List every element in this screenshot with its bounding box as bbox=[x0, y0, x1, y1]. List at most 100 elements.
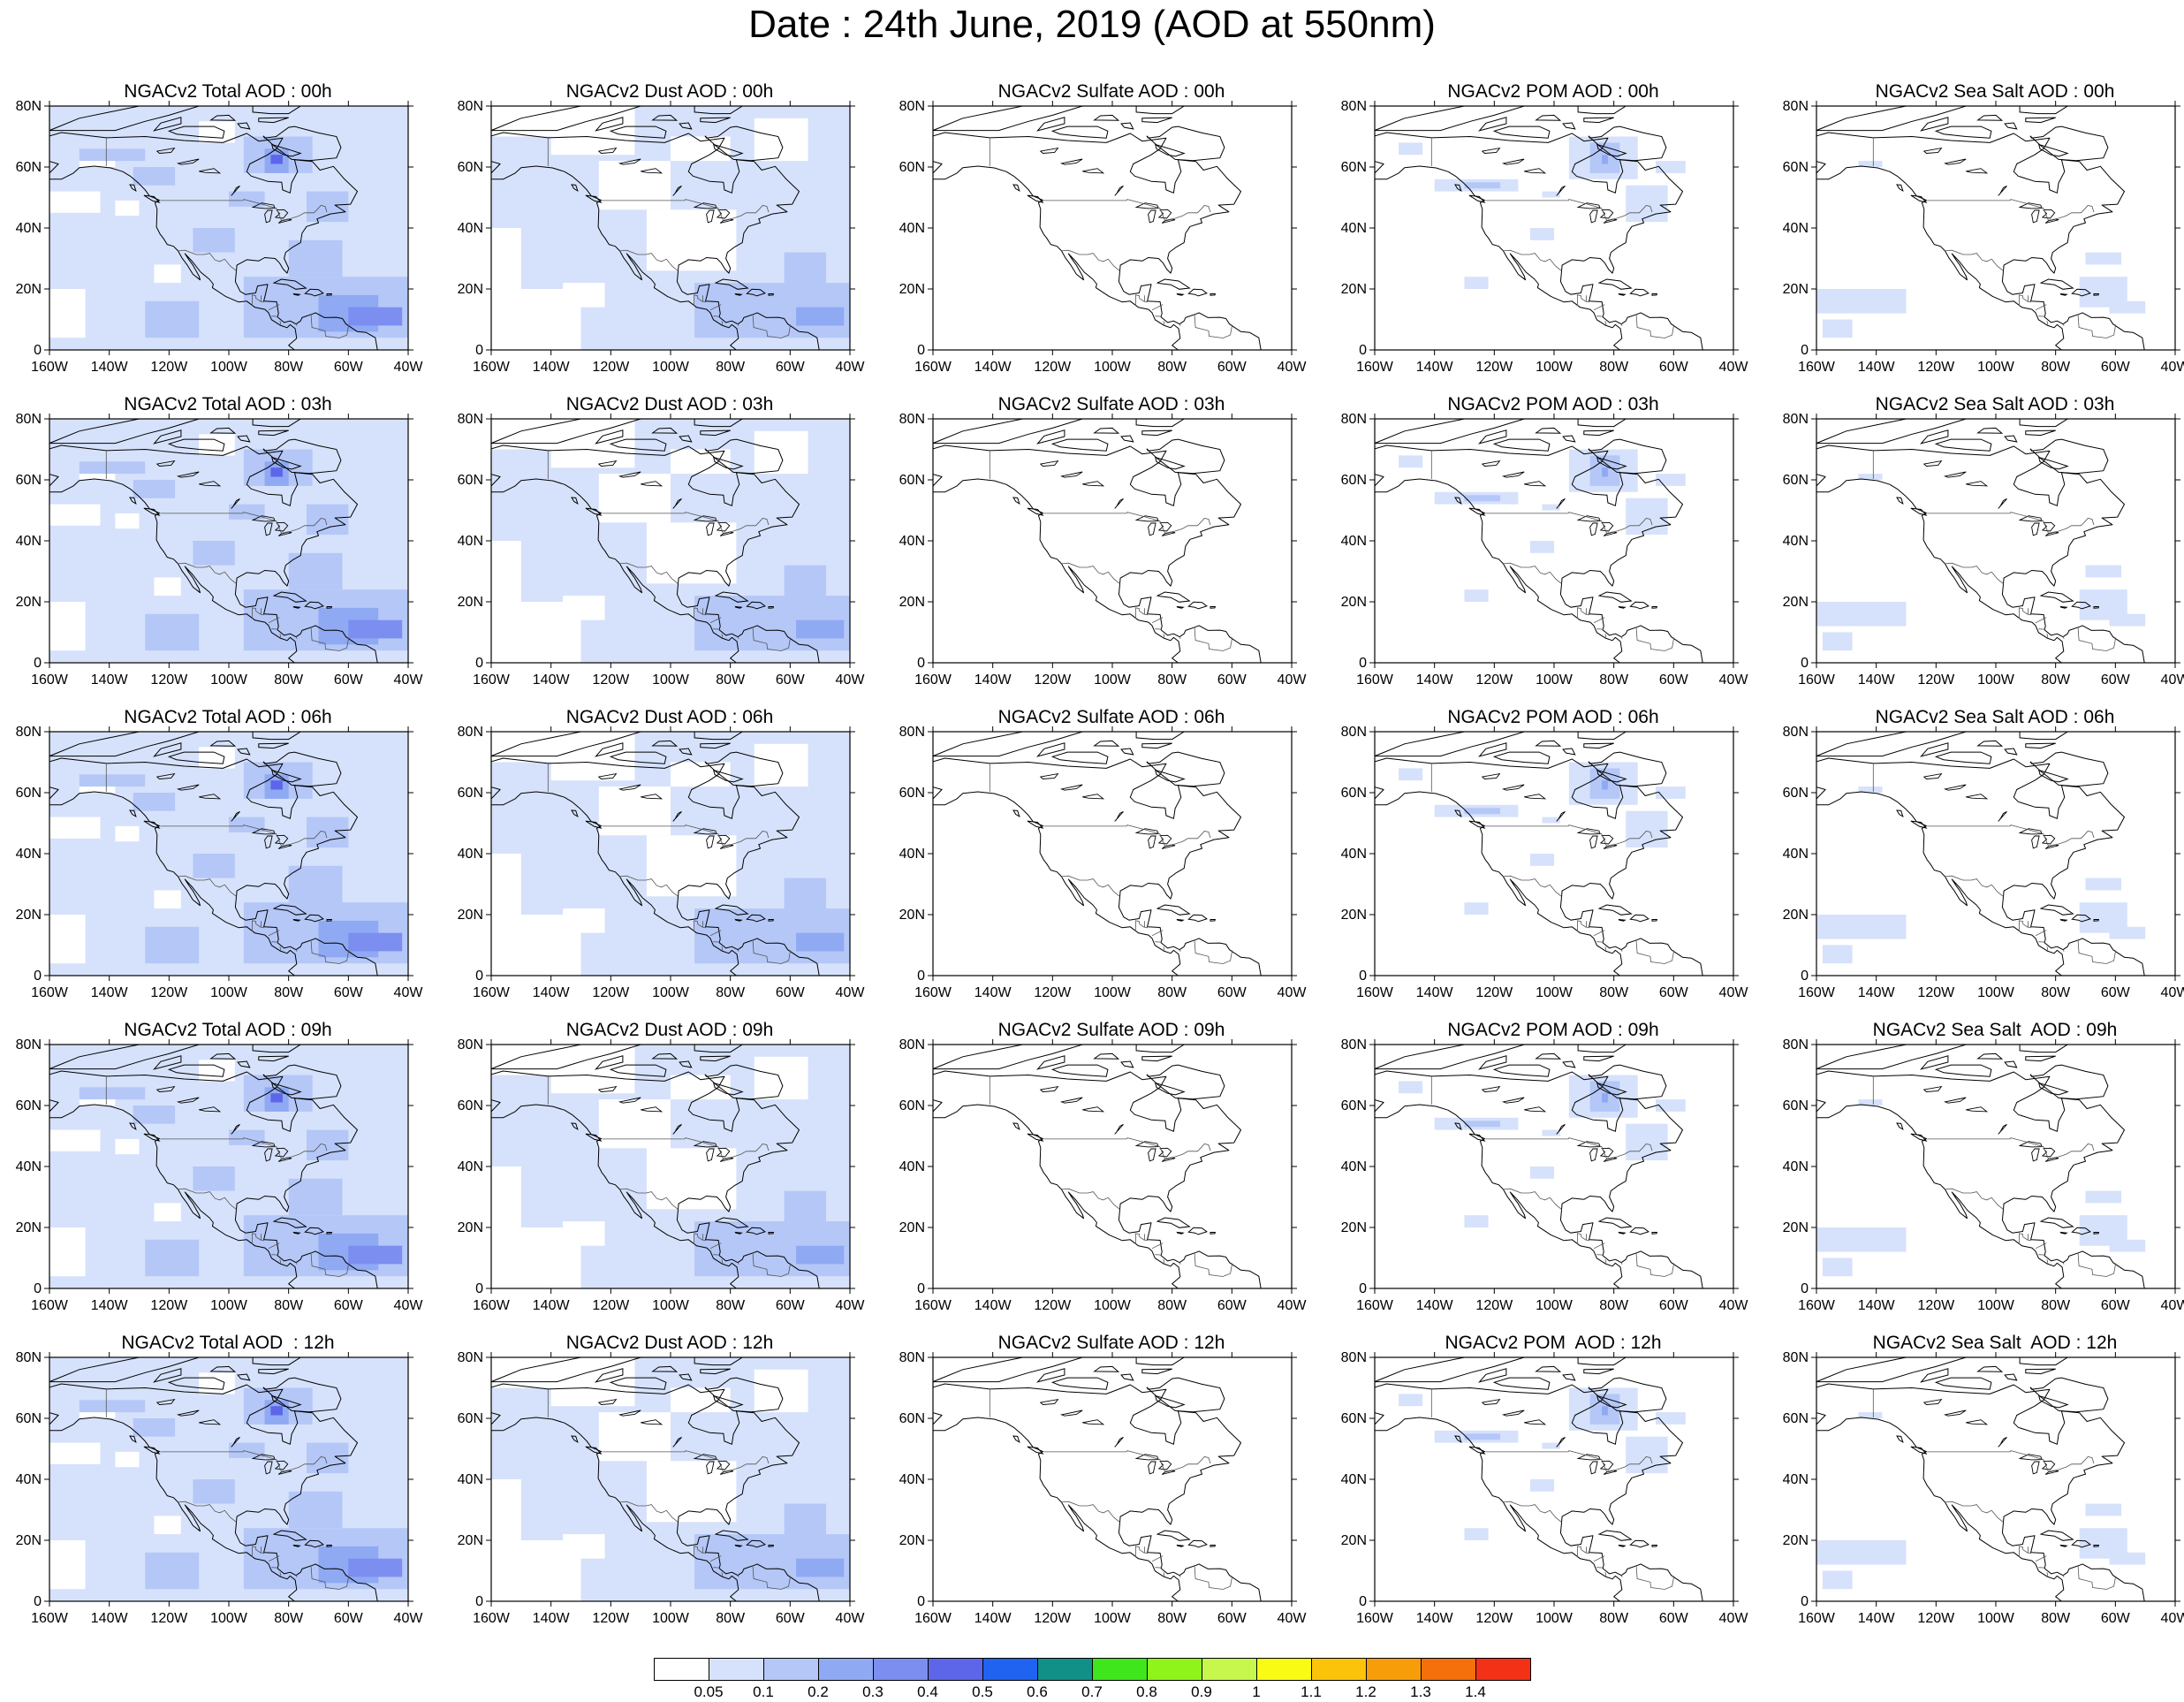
lake-outline bbox=[1998, 186, 2007, 196]
aod-cell bbox=[1656, 1099, 1686, 1112]
country-border bbox=[178, 1501, 237, 1523]
lon-tick-label: 40W bbox=[2161, 360, 2184, 375]
lat-tick-label: 0 bbox=[475, 1594, 483, 1609]
aod-cell bbox=[754, 430, 808, 475]
lake-outline bbox=[716, 1147, 731, 1158]
lat-tick-label: 40N bbox=[899, 1159, 925, 1174]
lake-outline bbox=[1524, 168, 1547, 174]
country-border bbox=[1945, 249, 2004, 271]
lon-tick-label: 120W bbox=[150, 985, 188, 1000]
aod-cell bbox=[1464, 182, 1501, 189]
island-outline bbox=[594, 1368, 624, 1383]
aod-cell bbox=[491, 915, 581, 976]
map-background bbox=[933, 732, 1292, 976]
country-border bbox=[1485, 824, 1653, 847]
aod-cell bbox=[491, 289, 581, 350]
aod-cell bbox=[307, 817, 349, 848]
island-outline bbox=[700, 1055, 731, 1062]
colorbar-swatch bbox=[928, 1658, 983, 1681]
country-border bbox=[702, 1546, 706, 1554]
lon-tick-label: 100W bbox=[210, 1611, 248, 1626]
island-outline bbox=[704, 438, 784, 475]
colorbar: 0.05 0.1 0.2 0.3 0.4 0.5 0.6 0.7 0.8 0.9 1 1.1 1.2 1.… bbox=[654, 1658, 1531, 1702]
lat-tick-label: 20N bbox=[899, 1220, 925, 1235]
country-border bbox=[295, 949, 298, 952]
lon-tick-label: 160W bbox=[1356, 1298, 1394, 1313]
island-outline bbox=[746, 914, 766, 923]
lon-tick-label: 80W bbox=[1157, 1298, 1187, 1313]
aod-cell bbox=[154, 264, 181, 284]
country-border bbox=[2019, 1546, 2029, 1557]
country-border bbox=[2062, 1575, 2065, 1577]
aod-cell bbox=[1858, 786, 1883, 793]
lake-outline bbox=[672, 1124, 682, 1135]
island-outline bbox=[1629, 601, 1649, 610]
lon-tick-label: 140W bbox=[974, 360, 1012, 375]
lon-tick-label: 140W bbox=[91, 1298, 129, 1313]
island-outline bbox=[2039, 591, 2074, 603]
lat-tick-label: 80N bbox=[458, 1350, 483, 1365]
aod-cell bbox=[193, 1479, 235, 1504]
lake-outline bbox=[1481, 460, 1501, 467]
colorbar-swatch bbox=[982, 1658, 1038, 1681]
panel-title: NGACv2 Sulfate AOD : 00h bbox=[997, 81, 1225, 102]
island-outline bbox=[1629, 1539, 1649, 1548]
island-outline bbox=[2019, 106, 2069, 115]
lon-tick-label: 60W bbox=[1659, 360, 1689, 375]
lon-tick-label: 120W bbox=[1475, 1611, 1513, 1626]
lake-outline bbox=[199, 794, 222, 800]
island-outline bbox=[252, 1045, 302, 1053]
aod-cell bbox=[154, 1516, 181, 1535]
country-border bbox=[295, 1575, 298, 1577]
lake-outline bbox=[1599, 1460, 1614, 1470]
lon-tick-label: 120W bbox=[150, 1298, 188, 1313]
lon-tick-label: 120W bbox=[1034, 985, 1072, 1000]
lon-tick-label: 40W bbox=[1719, 1298, 1749, 1313]
island-outline bbox=[2019, 419, 2069, 428]
island-outline bbox=[1035, 1055, 1065, 1070]
lat-tick-label: 80N bbox=[16, 412, 42, 427]
country-border bbox=[1586, 1546, 1589, 1554]
lake-outline bbox=[706, 209, 715, 224]
island-outline bbox=[49, 106, 200, 132]
country-border bbox=[261, 1546, 264, 1554]
map-panel-total: NGACv2 Total AOD : 03h 80N 60N 40N 20N 0 160W 1… bbox=[7, 394, 449, 703]
island-outline bbox=[237, 122, 251, 130]
country-border bbox=[268, 930, 280, 937]
lat-tick-label: 0 bbox=[917, 1281, 925, 1296]
coastline bbox=[491, 132, 820, 350]
lat-tick-label: 20N bbox=[1341, 282, 1367, 297]
country-border bbox=[2077, 1252, 2117, 1277]
lon-tick-label: 100W bbox=[1977, 360, 2015, 375]
lake-outline bbox=[597, 147, 618, 154]
aod-cell bbox=[154, 1203, 181, 1222]
lat-tick-label: 80N bbox=[1341, 1350, 1367, 1365]
island-outline bbox=[585, 1133, 603, 1142]
lake-outline bbox=[1039, 460, 1059, 467]
island-outline bbox=[1583, 742, 1614, 749]
lon-tick-label: 100W bbox=[1094, 985, 1132, 1000]
lon-tick-label: 160W bbox=[473, 1611, 511, 1626]
country-border bbox=[1620, 1575, 1623, 1577]
island-outline bbox=[1588, 438, 1667, 475]
country-border bbox=[709, 617, 722, 624]
country-border bbox=[1586, 921, 1589, 929]
island-outline bbox=[1629, 914, 1649, 923]
aod-cell bbox=[1464, 495, 1501, 502]
aod-cell bbox=[154, 577, 181, 596]
lake-outline bbox=[1922, 1398, 1943, 1405]
lat-tick-label: 20N bbox=[1341, 1533, 1367, 1548]
lon-tick-label: 100W bbox=[1977, 1298, 2015, 1313]
island-outline bbox=[1597, 1217, 1633, 1228]
aod-cell bbox=[2085, 1503, 2122, 1516]
lon-tick-label: 160W bbox=[914, 1611, 952, 1626]
country-border bbox=[1485, 512, 1653, 534]
aod-cell bbox=[1816, 1540, 1907, 1565]
aod-cell bbox=[796, 307, 845, 326]
island-outline bbox=[679, 1060, 693, 1068]
country-border bbox=[1927, 1137, 2095, 1159]
island-outline bbox=[1135, 732, 1186, 741]
